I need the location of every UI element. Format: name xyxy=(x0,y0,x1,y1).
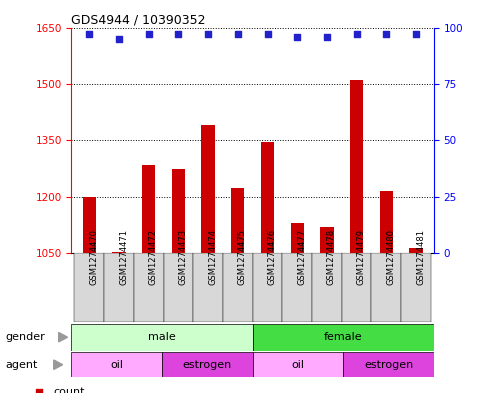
Text: GDS4944 / 10390352: GDS4944 / 10390352 xyxy=(71,13,206,26)
Text: GSM1274476: GSM1274476 xyxy=(268,229,277,285)
Polygon shape xyxy=(59,332,68,342)
Text: GSM1274479: GSM1274479 xyxy=(356,229,366,285)
Bar xyxy=(261,142,274,253)
Bar xyxy=(371,253,401,322)
Point xyxy=(234,31,242,37)
Text: count: count xyxy=(53,387,85,393)
Bar xyxy=(312,253,342,322)
Text: male: male xyxy=(148,332,176,342)
Polygon shape xyxy=(54,360,63,369)
Text: gender: gender xyxy=(5,332,45,342)
Bar xyxy=(231,187,245,253)
Bar xyxy=(104,253,134,322)
Text: GSM1274480: GSM1274480 xyxy=(387,229,395,285)
Text: GSM1274475: GSM1274475 xyxy=(238,229,247,285)
Point xyxy=(35,389,43,393)
Text: GSM1274477: GSM1274477 xyxy=(297,229,306,285)
Bar xyxy=(71,352,162,377)
Bar xyxy=(343,352,434,377)
Text: agent: agent xyxy=(5,360,37,370)
Bar xyxy=(401,253,431,322)
Bar xyxy=(380,191,393,253)
Bar xyxy=(252,352,343,377)
Point xyxy=(145,31,153,37)
Point xyxy=(264,31,272,37)
Bar xyxy=(83,197,96,253)
Bar xyxy=(134,253,164,322)
Bar xyxy=(112,252,126,253)
Bar xyxy=(164,253,193,322)
Bar xyxy=(142,165,155,253)
Bar xyxy=(74,253,104,322)
Point xyxy=(85,31,93,37)
Text: GSM1274472: GSM1274472 xyxy=(149,229,158,285)
Text: GSM1274471: GSM1274471 xyxy=(119,229,128,285)
Point xyxy=(115,36,123,42)
Text: estrogen: estrogen xyxy=(183,360,232,369)
Point xyxy=(293,33,301,40)
Text: GSM1274478: GSM1274478 xyxy=(327,229,336,285)
Bar xyxy=(223,253,253,322)
Point xyxy=(412,31,420,37)
Bar xyxy=(290,223,304,253)
Point xyxy=(323,33,331,40)
Text: GSM1274470: GSM1274470 xyxy=(89,229,98,285)
Text: oil: oil xyxy=(291,360,305,369)
Text: GSM1274473: GSM1274473 xyxy=(178,229,187,285)
Bar xyxy=(202,125,215,253)
Bar xyxy=(320,227,334,253)
Bar xyxy=(253,253,282,322)
Bar xyxy=(409,248,423,253)
Bar xyxy=(282,253,312,322)
Bar xyxy=(342,253,371,322)
Text: GSM1274474: GSM1274474 xyxy=(208,229,217,285)
Bar xyxy=(193,253,223,322)
Bar xyxy=(172,169,185,253)
Bar xyxy=(252,324,434,351)
Point xyxy=(383,31,390,37)
Point xyxy=(175,31,182,37)
Point xyxy=(204,31,212,37)
Bar xyxy=(162,352,252,377)
Text: estrogen: estrogen xyxy=(364,360,413,369)
Bar xyxy=(71,324,252,351)
Text: female: female xyxy=(324,332,362,342)
Text: GSM1274481: GSM1274481 xyxy=(416,229,425,285)
Text: oil: oil xyxy=(110,360,123,369)
Point xyxy=(352,31,360,37)
Bar xyxy=(350,80,363,253)
